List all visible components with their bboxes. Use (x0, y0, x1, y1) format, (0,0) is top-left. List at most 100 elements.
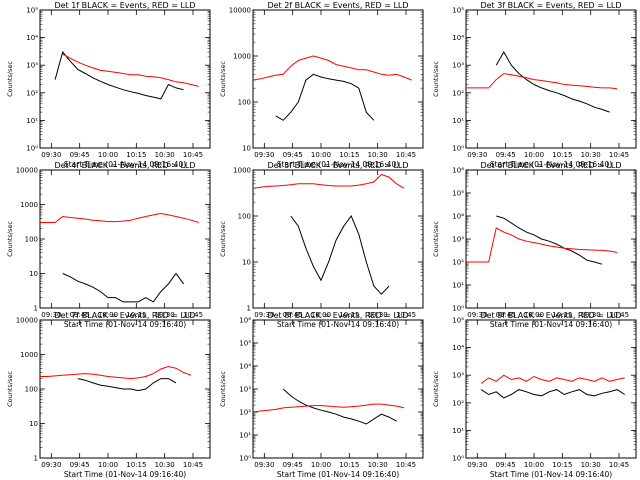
y-axis-label: Counts/sec (6, 221, 14, 257)
x-tick-label: 10:30 (155, 461, 175, 469)
y-tick-label: 10⁰ (452, 145, 464, 153)
x-tick-label: 09:45 (70, 461, 90, 469)
y-tick-label: 10000 (229, 7, 251, 15)
plot-frame (252, 9, 424, 149)
y-tick-label: 100 (25, 386, 38, 394)
x-tick-label: 09:30 (254, 311, 274, 319)
y-tick-label: 10³ (452, 372, 464, 380)
series-events-line (480, 389, 625, 399)
panel-det-5: Det 5f BLACK = Events, RED = LLD Counts/s… (219, 161, 424, 329)
y-tick-label: 1 (247, 305, 251, 313)
x-tick-label: 10:00 (524, 461, 544, 469)
chart-title: Det 9f BLACK = Events, RED = LLD (480, 311, 621, 320)
x-axis-label: Start Time (01-Nov-14 09:16:40) (490, 320, 612, 329)
x-tick-label: 10:30 (368, 151, 388, 159)
y-tick-label: 10¹ (239, 432, 251, 440)
series-events-line (62, 272, 185, 303)
plot-frame (39, 169, 211, 309)
series-lld-line (62, 53, 199, 87)
x-tick-label: 09:45 (496, 461, 516, 469)
x-axis-label: Start Time (01-Nov-14 09:16:40) (490, 160, 612, 169)
series-events-line (77, 378, 177, 392)
plot-frame (465, 9, 637, 149)
x-tick-label: 09:45 (283, 311, 303, 319)
series-lld-line (40, 212, 199, 223)
series-lld-line (466, 227, 618, 263)
y-tick-label: 10⁵ (26, 7, 38, 15)
panel-det-2: Det 2f BLACK = Events, RED = LLD Counts/s… (219, 1, 424, 169)
x-tick-label: 10:30 (155, 151, 175, 159)
plot-frame (465, 169, 637, 309)
y-tick-label: 10 (242, 145, 251, 153)
series-lld-line (466, 72, 618, 90)
y-axis-label: Counts/sec (6, 371, 14, 407)
plot-frame (465, 319, 637, 459)
y-tick-label: 10⁵ (452, 190, 464, 198)
series-events-line (282, 388, 397, 425)
y-tick-label: 10¹ (26, 117, 38, 125)
panel-det-9: Det 9f BLACK = Events, RED = LLD Counts/s… (432, 311, 637, 479)
x-tick-label: 10:45 (183, 311, 203, 319)
y-tick-label: 100 (238, 99, 251, 107)
y-tick-label: 10 (29, 420, 38, 428)
y-tick-label: 10⁴ (452, 213, 464, 221)
y-tick-label: 10⁴ (239, 363, 251, 371)
y-tick-label: 10³ (239, 386, 251, 394)
series-events-line (290, 214, 390, 295)
y-tick-label: 10000 (16, 317, 38, 325)
x-tick-label: 10:45 (609, 151, 629, 159)
y-tick-label: 10 (242, 259, 251, 267)
y-tick-label: 10² (452, 259, 464, 267)
x-tick-label: 10:00 (311, 461, 331, 469)
x-tick-label: 10:00 (98, 151, 118, 159)
y-tick-label: 10⁵ (452, 317, 464, 325)
series-lld-line (40, 365, 192, 380)
x-tick-label: 10:15 (339, 151, 359, 159)
x-tick-label: 10:30 (581, 151, 601, 159)
x-axis-label: Start Time (01-Nov-14 09:16:40) (490, 470, 612, 479)
y-tick-label: 100 (238, 213, 251, 221)
y-tick-label: 1 (34, 305, 38, 313)
chart-title: Det 2f BLACK = Events, RED = LLD (267, 1, 408, 10)
y-tick-label: 10⁶ (239, 317, 251, 325)
y-tick-label: 10⁰ (452, 305, 464, 313)
x-tick-label: 10:00 (98, 461, 118, 469)
y-axis-label: Counts/sec (219, 61, 227, 97)
chart-title: Det 1f BLACK = Events, RED = LLD (54, 1, 195, 10)
y-tick-label: 10⁰ (239, 455, 251, 463)
x-tick-label: 10:00 (311, 311, 331, 319)
y-tick-label: 10¹ (452, 282, 464, 290)
x-tick-label: 09:30 (254, 151, 274, 159)
plot-frame (252, 319, 424, 459)
x-tick-label: 09:30 (467, 151, 487, 159)
y-tick-label: 1000 (20, 201, 38, 209)
y-axis-label: Counts/sec (6, 61, 14, 97)
x-axis-label: Start Time (01-Nov-14 09:16:40) (277, 160, 399, 169)
x-tick-label: 10:45 (183, 151, 203, 159)
series-lld-line (252, 55, 412, 81)
x-tick-label: 09:30 (254, 461, 274, 469)
series-lld-line (480, 374, 625, 384)
x-tick-label: 10:30 (581, 461, 601, 469)
x-axis-label: Start Time (01-Nov-14 09:16:40) (64, 320, 186, 329)
y-tick-label: 10¹ (452, 427, 464, 435)
x-axis-label: Start Time (01-Nov-14 09:16:40) (277, 470, 399, 479)
x-tick-label: 10:30 (368, 311, 388, 319)
x-tick-label: 09:45 (496, 311, 516, 319)
chart-title: Det 6f BLACK = Events, RED = LLD (480, 161, 621, 170)
series-lld-line (252, 173, 405, 189)
y-tick-label: 10³ (452, 62, 464, 70)
y-tick-label: 10⁴ (452, 34, 464, 42)
x-tick-label: 10:15 (552, 151, 572, 159)
x-axis-label: Start Time (01-Nov-14 09:16:40) (277, 320, 399, 329)
x-tick-label: 10:30 (581, 311, 601, 319)
chart-title: Det 3f BLACK = Events, RED = LLD (480, 1, 621, 10)
x-tick-label: 09:30 (41, 461, 61, 469)
x-tick-label: 10:30 (368, 461, 388, 469)
x-tick-label: 10:45 (396, 311, 416, 319)
panel-det-4: Det 4f BLACK = Events, RED = LLD Counts/s… (6, 161, 211, 329)
panel-det-6: Det 6f BLACK = Events, RED = LLD Counts/s… (432, 161, 637, 329)
y-tick-label: 1000 (233, 53, 251, 61)
x-tick-label: 10:15 (552, 311, 572, 319)
x-tick-label: 10:00 (98, 311, 118, 319)
